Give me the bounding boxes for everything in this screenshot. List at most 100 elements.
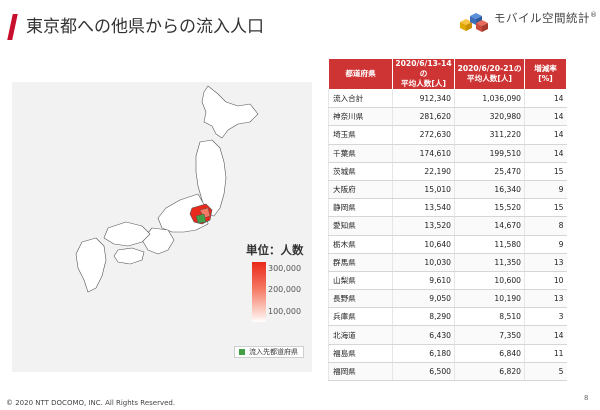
value-cell: 13,520 — [392, 216, 455, 236]
value-cell: 13 — [524, 253, 567, 272]
inflow-legend: 流入先都道府県 — [234, 346, 304, 358]
value-cell: 15 — [524, 162, 567, 181]
value-cell: 11,580 — [454, 235, 525, 254]
column-header: 2020/6/13-14の 平均人数[人] — [392, 58, 455, 90]
title-accent-bar — [7, 14, 18, 40]
value-cell: 9,610 — [392, 271, 455, 291]
table-row: 山梨県 9,610 10,600 10 — [328, 271, 567, 291]
table-row: 群馬県 10,030 11,350 13 — [328, 253, 567, 272]
map-legend-scale — [252, 262, 266, 322]
value-cell: 272,630 — [392, 125, 455, 145]
prefecture-cell: 福島県 — [328, 344, 393, 363]
value-cell: 9,050 — [392, 289, 455, 309]
table-row: 長野県 9,050 10,190 13 — [328, 289, 567, 309]
value-cell: 15 — [524, 198, 567, 218]
prefecture-cell: 栃木県 — [328, 235, 393, 254]
map-legend-tick: 100,000 — [268, 307, 302, 316]
table-row: 兵庫県 8,290 8,510 3 — [328, 307, 567, 327]
value-cell: 3 — [524, 307, 567, 327]
prefecture-cell: 群馬県 — [328, 253, 393, 272]
map-region-kyushu — [75, 237, 107, 293]
prefecture-cell: 長野県 — [328, 289, 393, 309]
value-cell: 13,540 — [392, 198, 455, 218]
table-row: 愛知県 13,520 14,670 8 — [328, 216, 567, 236]
value-cell: 22,190 — [392, 162, 455, 181]
prefecture-cell: 静岡県 — [328, 198, 393, 218]
page-title: 東京都への他県からの流入人口 — [26, 17, 264, 37]
value-cell: 320,980 — [454, 107, 525, 127]
value-cell: 199,510 — [454, 144, 525, 163]
value-cell: 6,180 — [392, 344, 455, 363]
value-cell: 10,600 — [454, 271, 525, 291]
inflow-swatch-icon — [239, 349, 245, 355]
table-row: 福島県 6,180 6,840 11 — [328, 344, 567, 363]
value-cell: 6,820 — [454, 362, 525, 382]
table-row: 茨城県 22,190 25,470 15 — [328, 162, 567, 181]
prefecture-cell: 愛知県 — [328, 216, 393, 236]
map-region-shikoku — [113, 247, 145, 265]
map-region-kinki — [141, 227, 175, 255]
inflow-legend-label: 流入先都道府県 — [249, 348, 298, 356]
value-cell: 1,036,090 — [454, 89, 525, 109]
table-row: 千葉県 174,610 199,510 14 — [328, 144, 567, 163]
value-cell: 281,620 — [392, 107, 455, 127]
value-cell: 15,010 — [392, 180, 455, 200]
prefecture-cell: 福岡県 — [328, 362, 393, 382]
value-cell: 10,640 — [392, 235, 455, 254]
map-tokyo-area — [189, 203, 213, 225]
value-cell: 14 — [524, 144, 567, 163]
table-row: 栃木県 10,640 11,580 9 — [328, 235, 567, 254]
value-cell: 14 — [524, 107, 567, 127]
prefecture-cell: 山梨県 — [328, 271, 393, 291]
value-cell: 8,510 — [454, 307, 525, 327]
map-region-chugoku — [103, 221, 151, 247]
column-header: 増減率 [%] — [524, 58, 567, 90]
value-cell: 9 — [524, 235, 567, 254]
table-header-row: 都道府県 2020/6/13-14の 平均人数[人] 2020/6/20-21の… — [328, 58, 567, 90]
table-row: 静岡県 13,540 15,520 15 — [328, 198, 567, 218]
japan-map — [75, 85, 259, 293]
page-number: 8 — [584, 394, 589, 402]
prefecture-cell: 大阪府 — [328, 180, 393, 200]
prefecture-cell: 兵庫県 — [328, 307, 393, 327]
column-header: 都道府県 — [328, 58, 393, 90]
map-legend-title: 単位：人数 — [246, 243, 304, 257]
value-cell: 13 — [524, 289, 567, 309]
table-row: 福岡県 6,500 6,820 5 — [328, 362, 567, 382]
prefecture-cell: 流入合計 — [328, 89, 393, 109]
table-row: 埼玉県 272,630 311,220 14 — [328, 125, 567, 145]
value-cell: 14 — [524, 125, 567, 145]
value-cell: 16,340 — [454, 180, 525, 200]
column-header: 2020/6/20-21の 平均人数[人] — [454, 58, 525, 90]
prefecture-cell: 北海道 — [328, 325, 393, 345]
brand-cubes-icon — [460, 13, 488, 32]
value-cell: 8,290 — [392, 307, 455, 327]
value-cell: 11,350 — [454, 253, 525, 272]
value-cell: 9 — [524, 180, 567, 200]
value-cell: 912,340 — [392, 89, 455, 109]
value-cell: 8 — [524, 216, 567, 236]
value-cell: 6,500 — [392, 362, 455, 382]
map-region-tohoku — [195, 139, 227, 217]
brand-logo: モバイル空間統計® — [456, 6, 597, 34]
prefecture-cell: 千葉県 — [328, 144, 393, 163]
value-cell: 174,610 — [392, 144, 455, 163]
prefecture-cell: 茨城県 — [328, 162, 393, 181]
prefecture-cell: 埼玉県 — [328, 125, 393, 145]
map-legend-tick: 300,000 — [268, 264, 302, 273]
value-cell: 14,670 — [454, 216, 525, 236]
value-cell: 6,840 — [454, 344, 525, 363]
table-row: 神奈川県 281,620 320,980 14 — [328, 107, 567, 127]
inflow-table: 都道府県 2020/6/13-14の 平均人数[人] 2020/6/20-21の… — [328, 58, 567, 382]
map-legend-tick: 200,000 — [268, 285, 302, 294]
value-cell: 10 — [524, 271, 567, 291]
map-region-hokkaido — [201, 85, 259, 139]
value-cell: 311,220 — [454, 125, 525, 145]
value-cell: 15,520 — [454, 198, 525, 218]
value-cell: 6,430 — [392, 325, 455, 345]
prefecture-cell: 神奈川県 — [328, 107, 393, 127]
brand-registered-mark: ® — [590, 11, 598, 20]
table-row: 流入合計 912,340 1,036,090 14 — [328, 89, 567, 109]
value-cell: 10,190 — [454, 289, 525, 309]
map-panel: 単位：人数 300,000 200,000 100,000 流入先都道府県 — [12, 82, 312, 372]
